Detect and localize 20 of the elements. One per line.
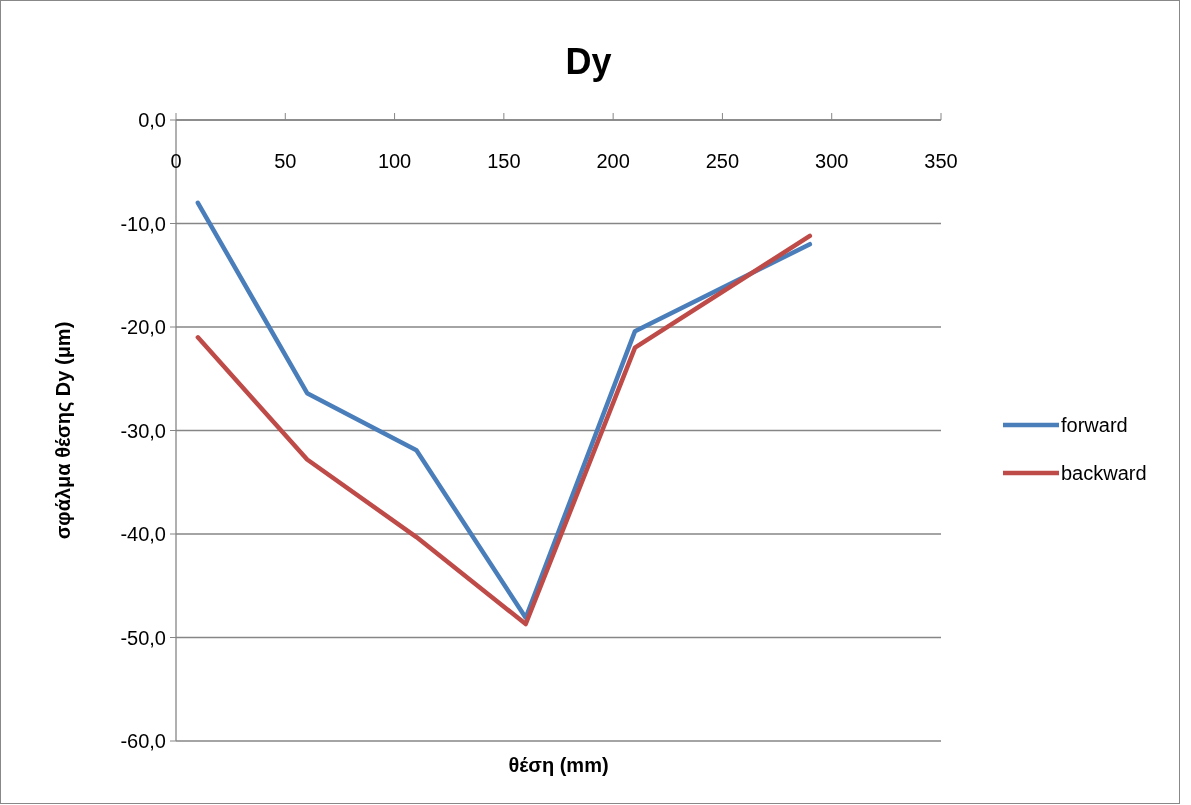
y-tick-label: -60,0 xyxy=(120,730,166,752)
chart-title: Dy xyxy=(565,41,612,82)
x-tick-label: 300 xyxy=(815,150,849,172)
y-tick-label: 0,0 xyxy=(138,109,166,131)
x-tick-label: 0 xyxy=(170,150,182,172)
y-axis-title: σφάλμα θέσης Dy (μm) xyxy=(52,321,74,540)
x-tick-label: 150 xyxy=(487,150,521,172)
x-tick-label: 50 xyxy=(274,150,297,172)
y-tick-label: -40,0 xyxy=(120,523,166,545)
x-axis-title: θέση (mm) xyxy=(508,754,609,776)
x-tick-label: 350 xyxy=(924,150,958,172)
x-tick-label: 200 xyxy=(596,150,630,172)
legend-label: backward xyxy=(1061,462,1147,484)
x-tick-label: 250 xyxy=(705,150,740,172)
x-tick-label: 100 xyxy=(377,150,412,172)
y-tick-label: -10,0 xyxy=(120,212,166,235)
y-tick-label: -30,0 xyxy=(120,419,166,442)
y-tick-label: -50,0 xyxy=(120,626,166,649)
legend-label: forward xyxy=(1061,414,1128,436)
y-tick-label: -20,0 xyxy=(120,316,166,338)
